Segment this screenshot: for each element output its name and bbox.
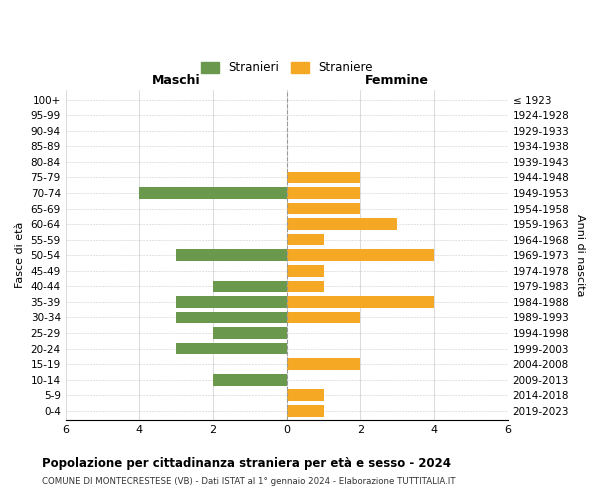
Bar: [176, 250, 287, 261]
Bar: [287, 202, 361, 214]
Bar: [287, 405, 323, 416]
Bar: [176, 296, 287, 308]
Y-axis label: Anni di nascita: Anni di nascita: [575, 214, 585, 296]
Bar: [213, 280, 287, 292]
Bar: [287, 280, 323, 292]
Bar: [287, 172, 361, 183]
Bar: [139, 187, 287, 199]
Bar: [176, 342, 287, 354]
Bar: [287, 312, 361, 324]
Bar: [287, 218, 397, 230]
Bar: [213, 327, 287, 339]
Legend: Stranieri, Straniere: Stranieri, Straniere: [196, 56, 377, 79]
Bar: [213, 374, 287, 386]
Bar: [287, 250, 434, 261]
Y-axis label: Fasce di età: Fasce di età: [15, 222, 25, 288]
Text: Popolazione per cittadinanza straniera per età e sesso - 2024: Popolazione per cittadinanza straniera p…: [42, 458, 451, 470]
Bar: [287, 358, 361, 370]
Bar: [287, 234, 323, 245]
Bar: [287, 265, 323, 276]
Bar: [287, 390, 323, 401]
Text: COMUNE DI MONTECRESTESE (VB) - Dati ISTAT al 1° gennaio 2024 - Elaborazione TUTT: COMUNE DI MONTECRESTESE (VB) - Dati ISTA…: [42, 478, 455, 486]
Bar: [287, 296, 434, 308]
Text: Femmine: Femmine: [365, 74, 429, 87]
Bar: [176, 312, 287, 324]
Text: Maschi: Maschi: [152, 74, 200, 87]
Bar: [287, 187, 361, 199]
